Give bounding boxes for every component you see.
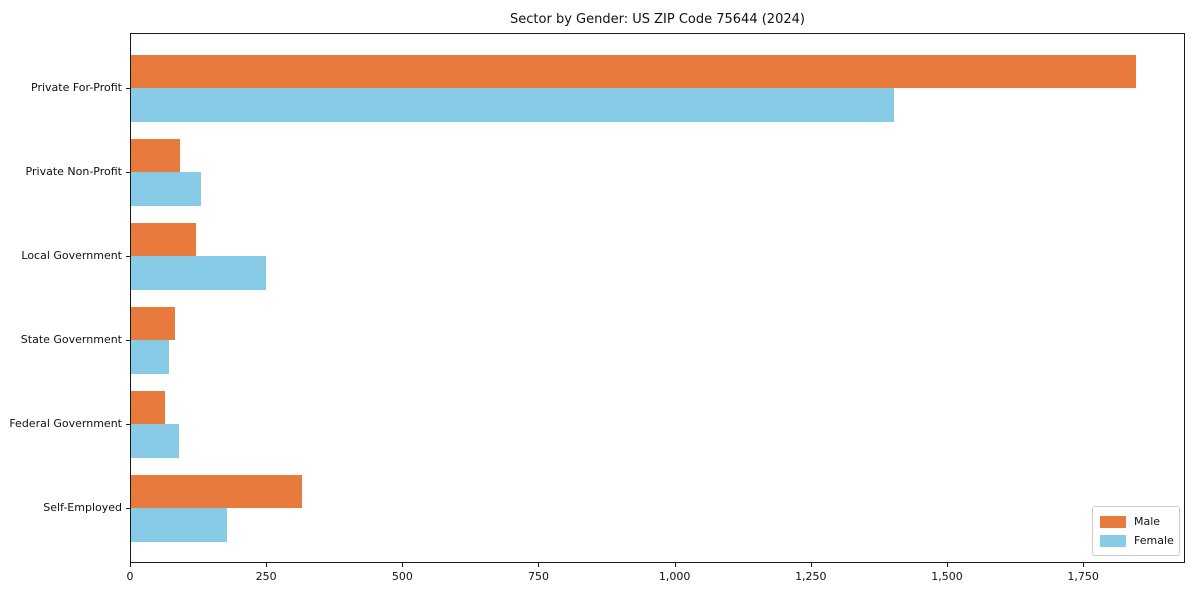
ytick-mark <box>126 340 130 341</box>
bar-female-private-non-profit <box>131 172 201 206</box>
ytick-label-local-government: Local Government <box>21 249 122 262</box>
ytick-mark <box>126 256 130 257</box>
bar-male-private-non-profit <box>131 138 181 172</box>
xtick-label-1500: 1,500 <box>931 570 963 583</box>
xtick-mark <box>538 563 540 567</box>
xtick-label-0: 0 <box>126 570 134 583</box>
ytick-label-private-non-profit: Private Non-Profit <box>25 165 122 178</box>
bar-male-private-for-profit <box>131 54 1136 88</box>
legend-label-male: Male <box>1134 515 1161 528</box>
ytick-label-self-employed: Self-Employed <box>43 501 122 514</box>
xtick-label-1750: 1,750 <box>1067 570 1099 583</box>
ytick-label-private-for-profit: Private For-Profit <box>31 81 122 94</box>
xtick-label-1000: 1,000 <box>658 570 691 583</box>
legend-item-male: Male <box>1100 512 1172 531</box>
legend: Male Female <box>1092 506 1180 556</box>
bar-female-local-government <box>131 256 266 290</box>
xtick-mark <box>946 563 948 567</box>
bar-female-self-employed <box>131 508 227 542</box>
bar-female-private-for-profit <box>131 88 894 122</box>
xtick-mark <box>674 563 676 567</box>
bar-male-federal-government <box>131 390 166 424</box>
ytick-mark <box>126 424 130 425</box>
xtick-label-1250: 1,250 <box>795 570 827 583</box>
legend-item-female: Female <box>1100 531 1174 550</box>
bar-male-state-government <box>131 306 176 340</box>
xtick-mark <box>266 563 268 567</box>
plot-area <box>130 33 1185 563</box>
ytick-mark <box>126 508 130 509</box>
bar-male-local-government <box>131 222 197 256</box>
legend-swatch-male <box>1100 515 1126 528</box>
xtick-mark <box>1083 563 1085 567</box>
xtick-mark <box>130 563 131 567</box>
xtick-label-250: 250 <box>255 570 277 583</box>
legend-swatch-female <box>1100 534 1126 547</box>
ytick-mark <box>126 172 130 173</box>
xtick-mark <box>402 563 404 567</box>
xtick-label-750: 750 <box>527 570 549 583</box>
bar-female-state-government <box>131 340 170 374</box>
ytick-label-federal-government: Federal Government <box>9 417 122 430</box>
bar-male-self-employed <box>131 474 303 508</box>
ytick-label-state-government: State Government <box>20 333 122 346</box>
xtick-mark <box>810 563 812 567</box>
ytick-mark <box>126 88 130 89</box>
legend-label-female: Female <box>1134 534 1174 547</box>
xtick-label-500: 500 <box>391 570 413 583</box>
chart-title: Sector by Gender: US ZIP Code 75644 (202… <box>510 12 805 27</box>
bar-female-federal-government <box>131 424 180 458</box>
